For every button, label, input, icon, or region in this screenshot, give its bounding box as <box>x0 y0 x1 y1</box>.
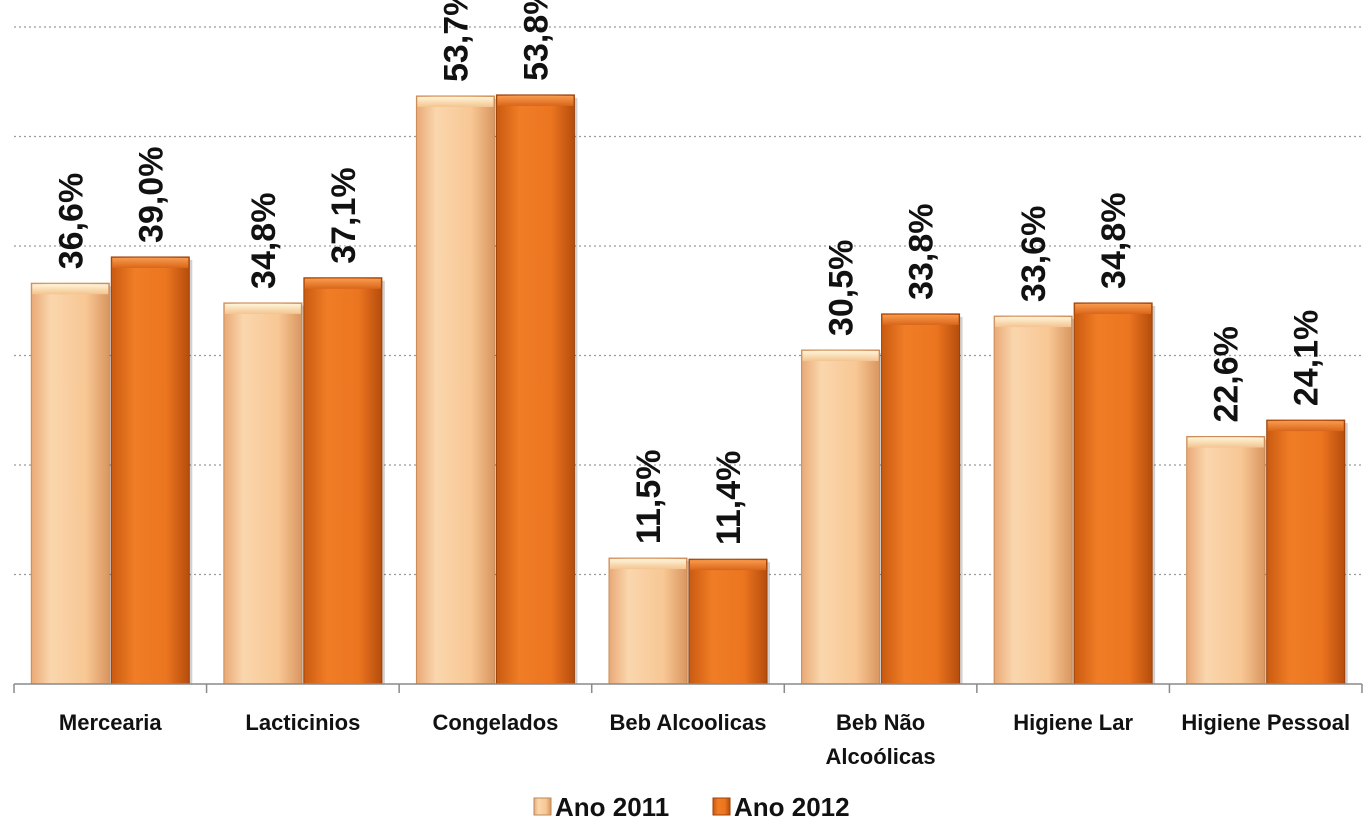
bar-top-bevel <box>995 317 1072 328</box>
bar-2011-congelados <box>415 95 498 685</box>
bar-2011-higiene-pessoal <box>1186 436 1268 685</box>
data-label: 53,7% <box>437 0 475 82</box>
bar-2012-congelados <box>495 94 578 685</box>
bar-top-bevel <box>610 559 686 570</box>
legend-swatch <box>533 797 552 816</box>
category-label: Higiene Lar <box>1013 710 1133 735</box>
bar-top-bevel <box>304 278 381 289</box>
data-label: 53,8% <box>517 0 555 81</box>
bar <box>495 94 575 685</box>
category-label: Beb Alcoolicas <box>610 710 767 735</box>
bar-2012-beb-alcoolicas <box>688 558 770 685</box>
data-label: 33,6% <box>1015 206 1053 302</box>
category-label: Lacticinios <box>245 710 360 735</box>
legend: Ano 2011 Ano 2012 <box>533 792 850 822</box>
bar-top-bevel <box>417 96 494 107</box>
bar-2012-lacticinios <box>303 277 385 685</box>
bar <box>30 282 110 685</box>
bar <box>1073 302 1153 685</box>
bar-2011-higiene-lar <box>993 315 1076 685</box>
data-label: 24,1% <box>1288 310 1326 406</box>
category-label: Congelados <box>432 710 558 735</box>
bar-top-bevel <box>497 95 574 106</box>
bar-2012-higiene-lar <box>1073 302 1156 685</box>
bar-top-bevel <box>1267 421 1344 432</box>
bar-2011-mercearia <box>30 282 113 685</box>
bar-top-bevel <box>32 284 109 295</box>
bar <box>688 558 768 685</box>
bar-2012-higiene-pessoal <box>1266 419 1348 685</box>
bar-top-bevel <box>882 314 959 325</box>
data-label: 33,8% <box>903 203 941 299</box>
data-label: 36,6% <box>52 173 90 269</box>
bar-top-bevel <box>1075 303 1152 314</box>
legend-item-2011: Ano 2011 <box>533 792 669 822</box>
data-label: 11,5% <box>630 450 668 545</box>
bar-2011-beb-alcoolicas <box>608 557 690 685</box>
data-label: 34,8% <box>245 193 283 289</box>
data-label: 37,1% <box>325 167 363 263</box>
bar-top-bevel <box>690 560 766 571</box>
bar <box>1186 436 1266 685</box>
bar <box>993 315 1073 685</box>
category-label: Higiene Pessoal <box>1181 710 1350 735</box>
bar <box>801 349 881 685</box>
data-label: 22,6% <box>1208 326 1246 422</box>
bar <box>110 256 190 685</box>
bar-2011-lacticinios <box>223 302 305 685</box>
bar <box>881 313 961 685</box>
bar-top-bevel <box>1187 437 1264 448</box>
bar <box>608 557 688 685</box>
legend-swatch <box>712 797 731 816</box>
data-label: 34,8% <box>1095 193 1133 289</box>
bar-2011-beb-não-alcoólicas <box>801 349 883 685</box>
bar <box>303 277 383 685</box>
gridlines <box>14 26 1362 576</box>
data-label: 30,5% <box>823 240 861 336</box>
bar-top-bevel <box>112 257 189 268</box>
bar-2012-mercearia <box>110 256 193 685</box>
category-label: Beb Não Alcoólicas <box>826 710 936 769</box>
bar <box>223 302 303 685</box>
x-axis: Mercearia Lacticinios Congelados Beb Alcool… <box>13 683 1363 769</box>
data-label: 11,4% <box>710 451 748 546</box>
bar <box>1266 419 1346 685</box>
bar <box>415 95 495 685</box>
data-label: 39,0% <box>132 147 170 243</box>
category-label: Mercearia <box>59 710 163 735</box>
legend-label: Ano 2011 <box>555 792 669 822</box>
bar-top-bevel <box>802 351 879 362</box>
legend-label: Ano 2012 <box>734 792 850 822</box>
bar-top-bevel <box>224 303 301 314</box>
legend-item-2012: Ano 2012 <box>712 792 850 822</box>
bar-2012-beb-não-alcoólicas <box>881 313 963 685</box>
bars <box>30 94 1348 685</box>
data-labels: 36,6% 39,0% 34,8% 37,1% 53,7% 53,8% 11,5% 11,4%… <box>52 0 1325 545</box>
